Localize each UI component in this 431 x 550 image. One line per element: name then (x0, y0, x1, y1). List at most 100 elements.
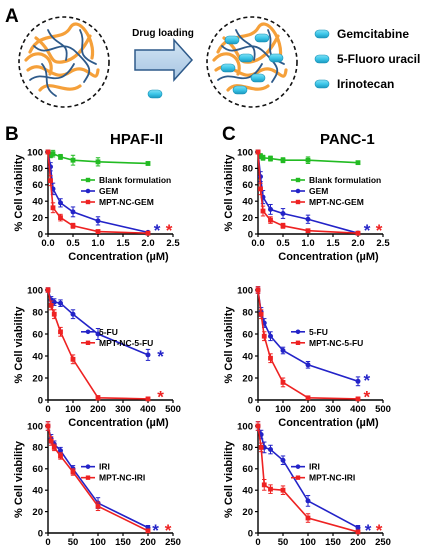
x-tick-label: 0.0 (41, 238, 54, 249)
data-point (50, 205, 56, 211)
x-tick-label: 0 (255, 537, 260, 548)
y-tick-label: 0 (38, 528, 43, 539)
data-point (45, 287, 51, 293)
x-tick-label: 400 (350, 404, 366, 415)
y-tick-label: 20 (242, 507, 253, 518)
significance-star: * (365, 521, 372, 540)
legend-label: MPT-NC-5-FU (99, 338, 153, 348)
y-tick-label: 0 (248, 395, 253, 406)
gemcitabine-pill-icon (314, 29, 330, 39)
y-axis-label: % Cell viability (223, 154, 235, 232)
y-axis-label: % Cell viability (13, 154, 25, 232)
data-point (58, 154, 63, 160)
x-tick-label: 200 (300, 404, 316, 415)
legend-marker (85, 188, 91, 194)
series-0 (255, 286, 361, 387)
legend-entry: GEM (291, 186, 328, 196)
legend-label: GEM (99, 186, 118, 196)
data-point (255, 149, 261, 155)
data-point (45, 423, 51, 429)
legend-marker (295, 340, 301, 345)
y-tick-label: 40 (242, 197, 253, 208)
data-point (50, 151, 56, 157)
data-point (305, 498, 311, 504)
data-point (95, 159, 101, 165)
significance-star: * (364, 221, 371, 240)
x-tick-label: 100 (65, 404, 81, 415)
y-tick-label: 100 (27, 421, 43, 432)
data-point (95, 395, 101, 401)
x-tick-label: 2.5 (166, 238, 180, 249)
data-point (258, 445, 264, 450)
loaded-nanocarrier (206, 16, 298, 108)
y-tick-label: 20 (32, 373, 43, 384)
significance-star: * (363, 371, 370, 390)
series-0 (45, 149, 151, 167)
legend-label: Blank formulation (309, 175, 381, 185)
significance-star: * (376, 521, 383, 540)
x-tick-label: 500 (375, 404, 391, 415)
x-tick-label: 2.0 (141, 238, 154, 249)
data-point (58, 453, 63, 459)
chart-5: 050100150200250020406080100Concentration… (223, 421, 391, 548)
drug-pill-icon (147, 89, 163, 99)
x-tick-label: 200 (140, 537, 156, 548)
x-tick-label: 200 (90, 404, 106, 415)
significance-star: * (157, 388, 164, 407)
x-tick-label: 0.5 (276, 238, 290, 249)
x-tick-label: 0.0 (251, 238, 264, 249)
y-tick-label: 80 (32, 443, 43, 454)
data-point (258, 153, 263, 159)
y-tick-label: 60 (242, 329, 253, 340)
panel-letter-a: A (5, 6, 19, 27)
data-point (280, 223, 286, 229)
data-point (305, 395, 311, 401)
data-point (95, 503, 101, 509)
legend-label: MPT-NC-IRI (309, 473, 355, 483)
data-point (280, 157, 286, 163)
chart-3: 0 100 200 300 400 500020406080100Concentratio… (223, 285, 391, 429)
x-tick-label: 2.0 (351, 238, 364, 249)
data-point (70, 311, 76, 317)
legend-label: MPT-NC-GEM (309, 197, 364, 207)
legend-marker (295, 188, 301, 194)
empty-nanocarrier (18, 16, 110, 108)
data-point (48, 152, 53, 158)
drug-label-fluorouracil: 5-Fluoro uracil (337, 52, 420, 66)
x-axis-label: Concentration (µM) (68, 417, 169, 429)
fluorouracil-pill-icon (314, 54, 330, 64)
y-axis-label: % Cell viability (223, 440, 235, 518)
x-tick-label: 0 (45, 537, 50, 548)
x-tick-label: 200 (350, 537, 366, 548)
data-point (355, 529, 361, 535)
y-tick-label: 0 (38, 229, 43, 240)
y-tick-label: 20 (242, 213, 253, 224)
x-tick-label: 100 (300, 537, 316, 548)
column-title-panc: PANC-1 (320, 131, 375, 148)
data-point (355, 160, 361, 166)
data-point (355, 230, 361, 236)
data-point (51, 445, 57, 450)
legend-entry: MPT-NC-GEM (81, 197, 154, 207)
y-axis-label: % Cell viability (13, 440, 25, 518)
significance-star: * (152, 521, 159, 540)
data-point (268, 447, 273, 453)
x-tick-label: 1.5 (326, 238, 340, 249)
y-tick-label: 100 (237, 421, 253, 432)
legend-marker (85, 329, 91, 335)
x-tick-label: 100 (275, 404, 291, 415)
data-point (48, 303, 54, 308)
legend-entry: MPT-NC-IRI (81, 473, 145, 483)
x-tick-label: 0.5 (66, 238, 80, 249)
x-tick-label: 0 (255, 404, 260, 415)
data-point (51, 311, 57, 317)
data-point (58, 329, 63, 335)
data-point (280, 348, 286, 353)
x-axis-label: Concentration (µM) (68, 251, 169, 263)
chart-4: 050100150200250020406080100Concentration… (13, 421, 181, 548)
data-point (48, 178, 53, 184)
data-point (260, 155, 266, 161)
legend-marker (295, 199, 301, 205)
y-tick-label: 80 (242, 443, 253, 454)
y-tick-label: 80 (242, 164, 253, 175)
